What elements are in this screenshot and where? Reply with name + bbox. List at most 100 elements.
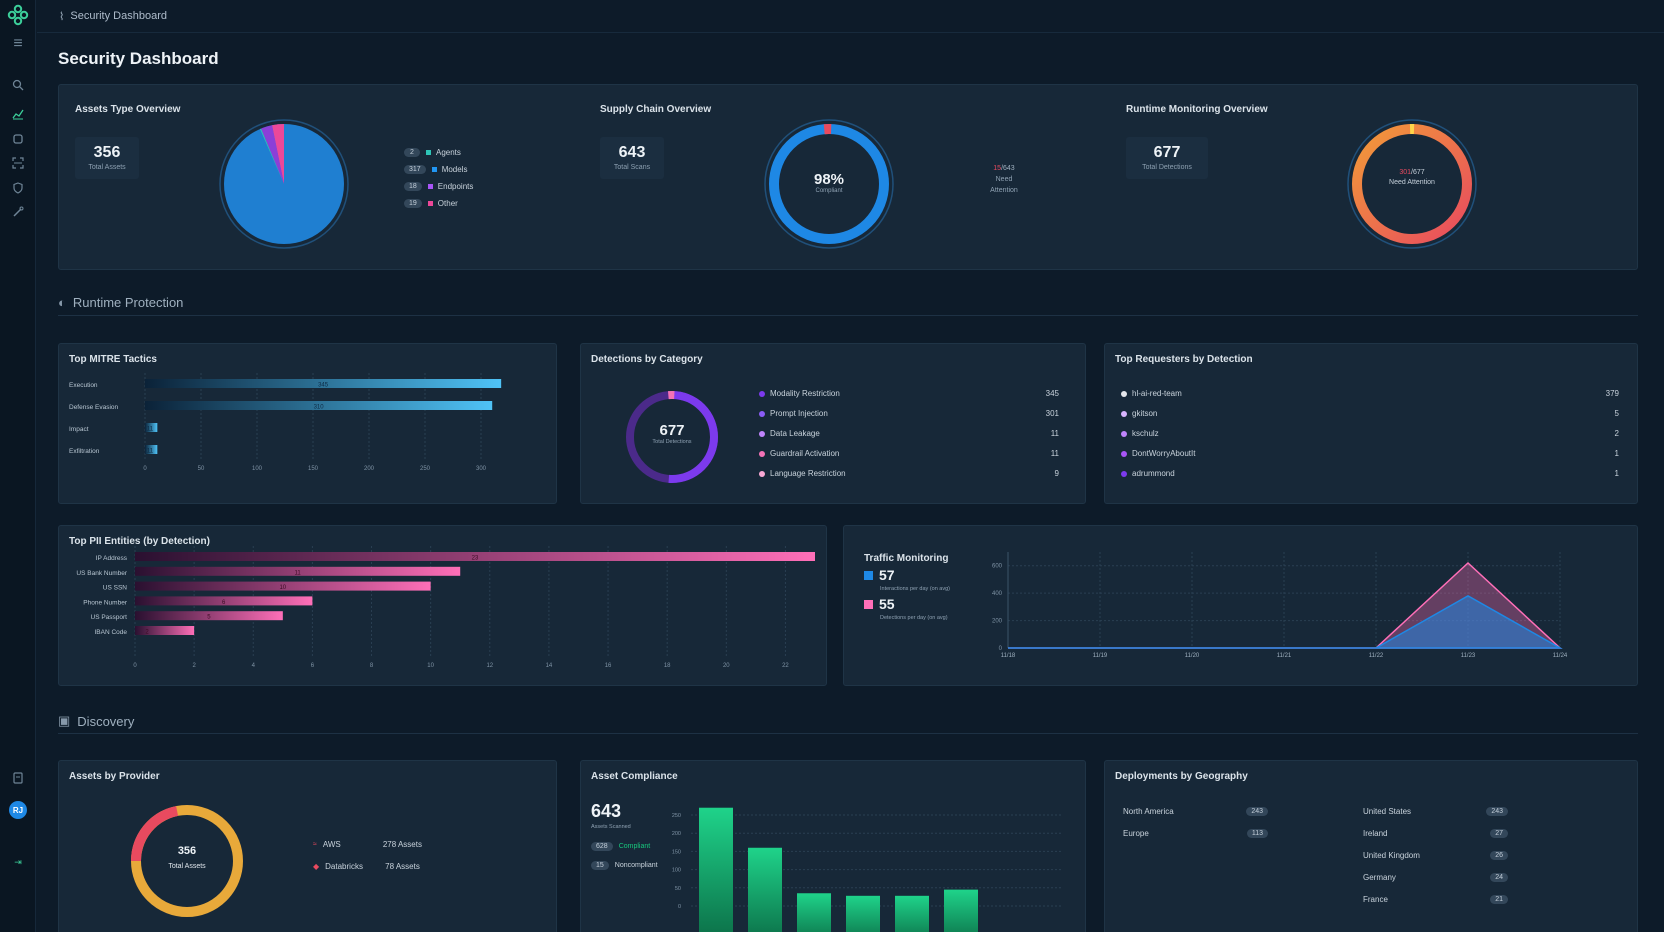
runtime-need-attention: 301/677 Need Attention [1345,169,1479,186]
avatar[interactable]: RJ [7,799,29,821]
bar-category-label: US Bank Number [76,570,127,577]
requester-value: 379 [1605,389,1619,398]
requester-item: adrummond 1 [1121,469,1619,478]
region-label: North America [1123,807,1174,816]
collapse-icon[interactable]: ⇥ [14,856,22,867]
category-label: Data Leakage [770,429,820,438]
requester-value: 2 [1614,429,1619,438]
discovery-section-title: Discovery [77,713,135,729]
chip-icon[interactable] [7,128,29,150]
requester-item: gkitson 5 [1121,409,1619,418]
bar-value-label: 6 [222,600,226,606]
bar[interactable] [895,895,929,932]
category-dot [759,410,765,417]
x-tick-label: 250 [420,466,431,472]
bar[interactable] [145,401,493,410]
category-value: 301 [1045,409,1059,418]
menu-icon[interactable]: ≡ [13,35,23,52]
breadcrumb[interactable]: Security Dashboard [70,10,167,22]
x-tick-label: 150 [308,466,319,472]
shield-icon[interactable] [7,177,29,199]
category-dot [759,390,765,397]
pii-bar-chart: 0 2 4 6 8 10 12 14 16 18 20 22 IP Address 23 US Bank N… [76,546,815,669]
logo-icon[interactable] [7,4,29,26]
category-label: Language Restriction [770,469,846,478]
x-tick-label: 14 [546,663,553,669]
bar[interactable] [135,611,283,621]
dashboard-chart-icon[interactable] [7,103,29,125]
x-tick-label: 200 [364,466,375,472]
bar[interactable] [135,552,815,561]
country-label: Germany [1363,873,1396,882]
country-label: Ireland [1363,829,1388,838]
requester-value: 1 [1614,469,1619,478]
bar[interactable] [699,807,733,932]
runtime-overview-title: Runtime Monitoring Overview [1126,104,1268,115]
supply-need-label-1: Need [995,176,1013,183]
legend-label: Other [437,199,458,208]
bar-category-label: IBAN Code [94,629,127,636]
shield-icon: ◐ [58,295,66,310]
top-bar: ⌇ Security Dashboard [37,0,1664,33]
bar[interactable] [944,889,978,932]
bar[interactable] [135,581,431,591]
provider-label: AWS [322,840,341,849]
traffic-area-chart: 0 200 400 600 11/18 11/19 11/20 11/21 11/22 11/23… [992,552,1568,659]
total-scans-value: 643 [618,144,646,161]
y-tick-label: 100 [672,868,681,874]
tools-icon[interactable] [7,201,29,223]
bar-value-label: 5 [207,615,211,621]
legend-item: 19 Other [404,199,473,208]
bar[interactable] [748,847,782,932]
geography-panel: Deployments by Geography North America 24… [1104,760,1638,932]
bar-value-label: 345 [318,383,329,389]
legend-count: 19 [404,199,422,208]
supply-need-count: 15 [993,165,1002,172]
legend-count: 317 [404,165,426,174]
assets-overview-title: Assets Type Overview [75,104,181,115]
requester-dot [1121,450,1127,457]
bar-value-label: 23 [472,556,479,562]
document-icon[interactable] [7,767,29,789]
mitre-title: Top MITRE Tactics [69,354,157,365]
country-value: 24 [1490,873,1508,882]
category-label: Guardrail Activation [770,449,840,458]
bar[interactable] [145,423,158,432]
search-icon[interactable] [7,74,29,96]
bar[interactable] [135,596,313,606]
bar[interactable] [797,893,831,932]
legend-item: 2 Agents [404,148,473,157]
category-value: 9 [1054,469,1059,478]
y-tick-label: 0 [999,646,1003,652]
divider [58,315,1638,316]
category-item: Data Leakage 11 [759,429,1059,438]
bar-category-label: Defense Evasion [69,404,119,411]
bar[interactable] [145,379,502,388]
requester-label: adrummond [1132,469,1175,478]
bar-category-label: Impact [69,426,89,433]
bar[interactable] [145,445,158,454]
compliant-label: Compliant [815,188,843,194]
bar[interactable] [135,566,461,576]
bar[interactable] [846,895,880,932]
category-item: Prompt Injection 301 [759,409,1059,418]
x-tick-label: 11/21 [1277,653,1292,659]
bar[interactable] [135,626,195,635]
y-tick-label: 250 [672,813,681,819]
mitre-panel: Top MITRE Tactics 0 50 100 150 200 250 300 Exec… [58,343,557,504]
provider-value: 278 Assets [382,840,422,849]
scan-icon[interactable] [7,152,29,174]
category-panel: Detections by Category 677 Total Detecti… [580,343,1086,504]
legend-label: Endpoints [437,182,474,191]
bar-category-label: US Passport [91,614,128,621]
legend-swatch [427,184,433,189]
requester-label: DontWorryAboutIt [1132,449,1196,458]
supply-chain-title: Supply Chain Overview [600,104,712,115]
category-donut [626,391,718,484]
interactions-swatch [864,570,873,580]
legend-count: 2 [404,148,420,157]
total-assets-stat: 356 Total Assets [75,137,139,179]
requester-dot [1121,390,1127,397]
area-series-detections[interactable] [1008,595,1563,649]
x-tick-label: 20 [723,663,730,669]
